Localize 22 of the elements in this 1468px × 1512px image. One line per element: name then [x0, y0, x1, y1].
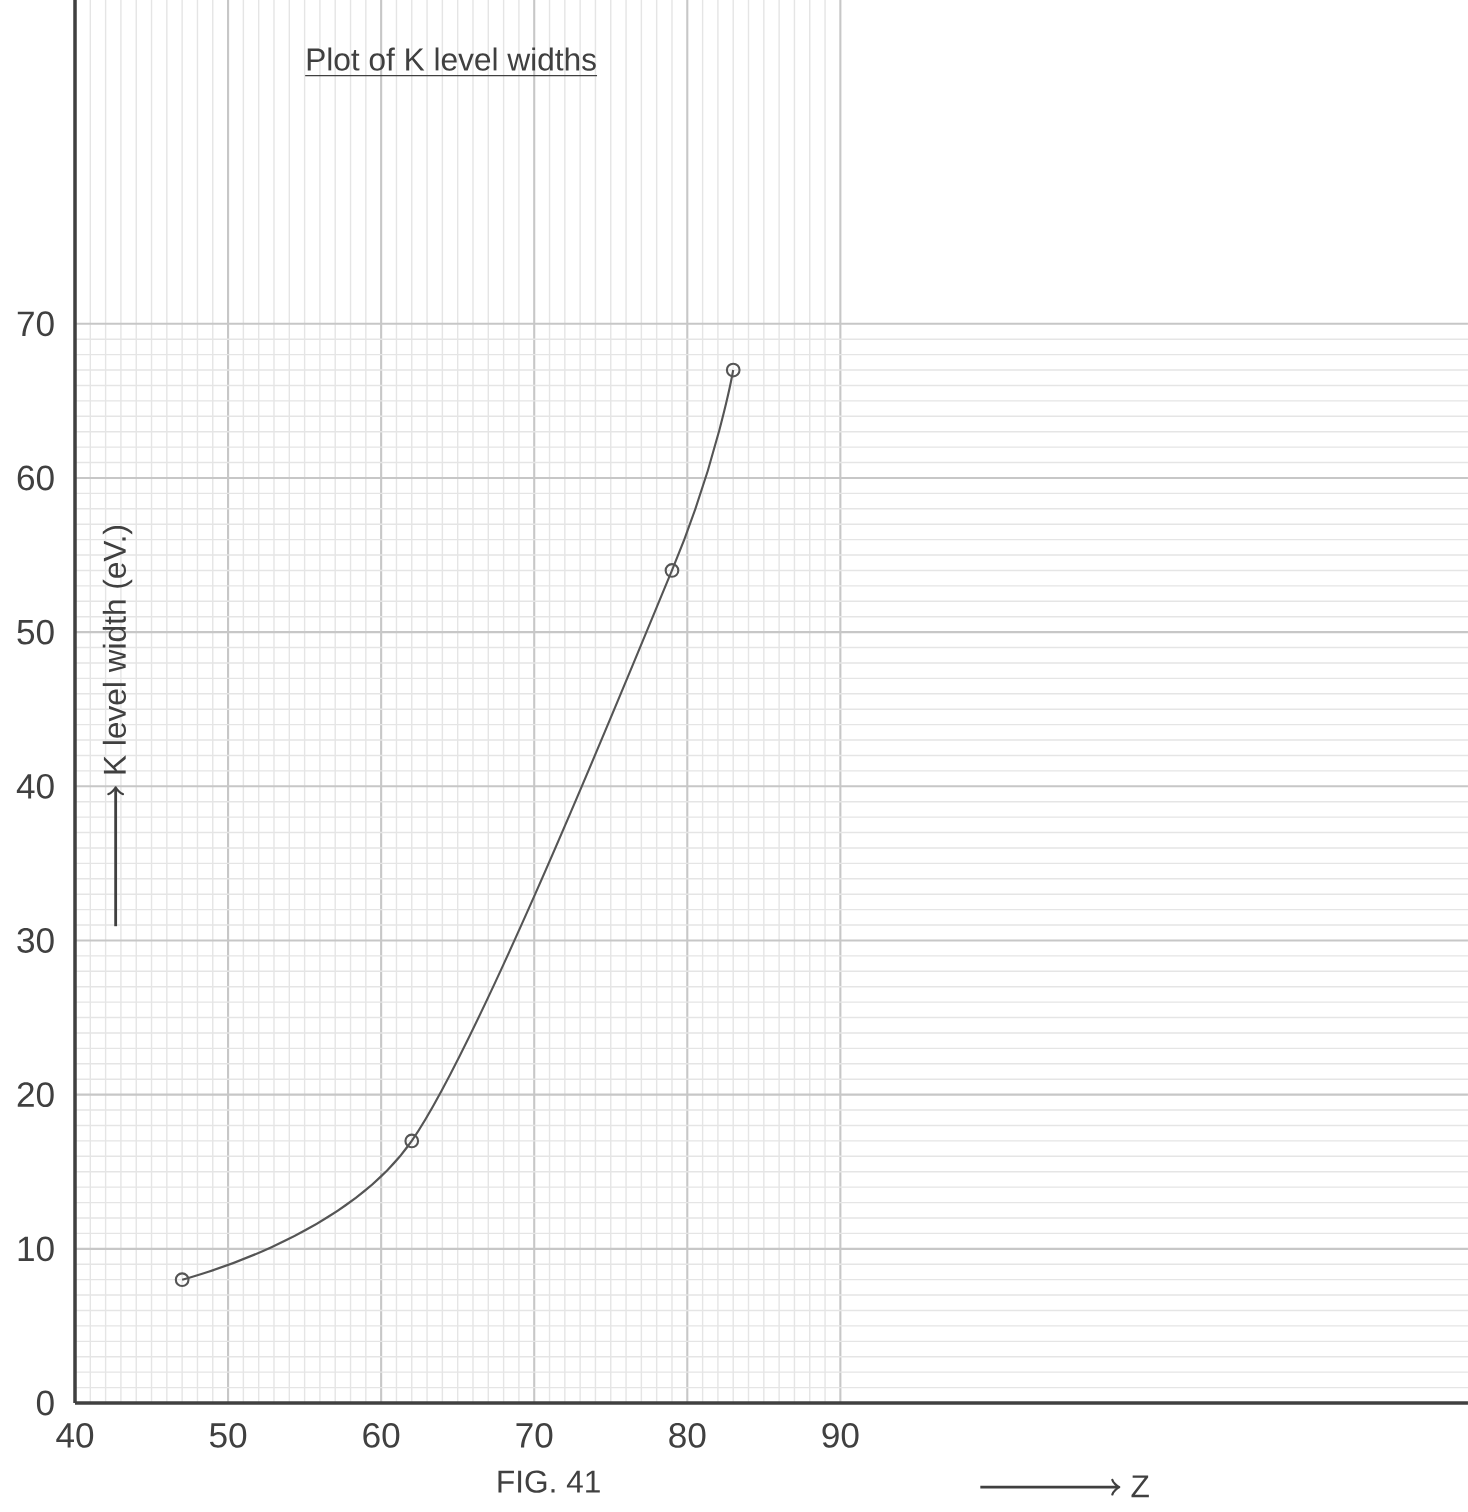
- y-tick-label: 30: [17, 928, 54, 953]
- x-tick-label: 80: [669, 1422, 706, 1448]
- x-tick-label: 70: [516, 1422, 553, 1448]
- text: Plot of K level widths: [307, 47, 596, 71]
- x-tick-label: 40: [56, 1422, 94, 1448]
- y-tick-label: 0: [36, 1390, 54, 1416]
- x-axis-title: Z: [1131, 1475, 1149, 1498]
- y-tick-label: 10: [18, 1236, 54, 1262]
- y-tick-label: 70: [17, 311, 54, 337]
- y-axis-title: K level width (eV.): [102, 525, 133, 774]
- x-tick-label: 50: [209, 1422, 247, 1448]
- point: [174, 1272, 190, 1288]
- x-tick-label: 90: [822, 1422, 859, 1448]
- point: [725, 362, 741, 378]
- y-tick-label: 20: [17, 1082, 54, 1108]
- point: [404, 1133, 420, 1149]
- y-tick-label: 40: [16, 773, 54, 799]
- x-tick-label: 60: [363, 1422, 400, 1448]
- y-tick-label: 50: [17, 619, 54, 645]
- y-tick-label: 60: [17, 465, 54, 491]
- caption: FIG. 41: [498, 1470, 600, 1493]
- point: [664, 563, 680, 578]
